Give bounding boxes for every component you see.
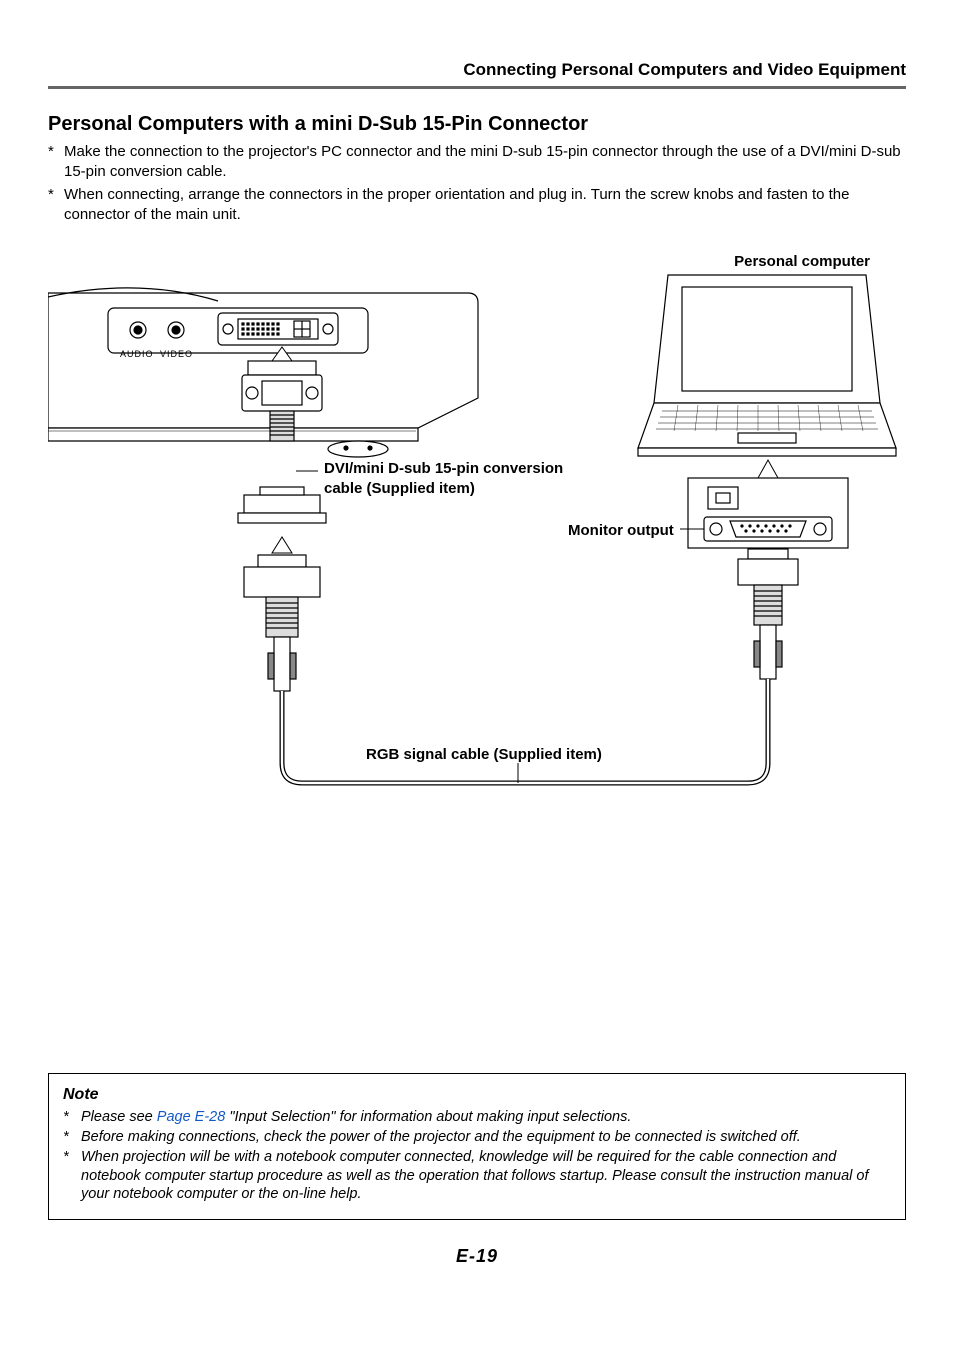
note-item: Please see Page E-28 "Input Selection" f…	[81, 1108, 891, 1127]
note-title: Note	[63, 1086, 891, 1104]
note-item: Before making connections, check the pow…	[81, 1128, 891, 1147]
note-item: When projection will be with a notebook …	[81, 1148, 891, 1205]
video-port-label: VIDEO	[160, 349, 193, 359]
note-box: Note * Please see Page E-28 "Input Selec…	[48, 1073, 906, 1220]
personal-computer-label: Personal computer	[734, 253, 870, 270]
section-title-text: Connecting Personal Computers and Video …	[463, 60, 906, 79]
dvi-cable-label-line2: cable (Supplied item)	[324, 480, 475, 497]
page-number: E-19	[48, 1246, 906, 1267]
note-star: *	[63, 1148, 81, 1205]
note-star: *	[63, 1128, 81, 1147]
bullet-text: Make the connection to the projector's P…	[64, 142, 906, 183]
audio-port-label: AUDIO	[120, 349, 154, 359]
dvi-cable-label: DVI/mini D-sub 15-pin conversion cable (…	[324, 459, 563, 498]
rgb-cable-label: RGB signal cable (Supplied item)	[366, 745, 602, 765]
note-star: *	[63, 1108, 81, 1127]
diagram-svg	[48, 253, 906, 813]
bullet-star: *	[48, 142, 64, 183]
note-list: * Please see Page E-28 "Input Selection"…	[63, 1108, 891, 1204]
note-item-rest: "Input Selection" for information about …	[225, 1109, 631, 1125]
dvi-cable-label-line1: DVI/mini D-sub 15-pin conversion	[324, 460, 563, 477]
section-header: Connecting Personal Computers and Video …	[48, 60, 906, 89]
bullet-text: When connecting, arrange the connectors …	[64, 185, 906, 226]
bullet-star: *	[48, 185, 64, 226]
intro-bullets: * Make the connection to the projector's…	[48, 142, 906, 225]
page-link[interactable]: Page E-28	[157, 1109, 226, 1125]
note-item-prefix: Please see	[81, 1109, 157, 1125]
monitor-output-label: Monitor output	[568, 521, 674, 541]
subsection-title: Personal Computers with a mini D-Sub 15-…	[48, 113, 906, 136]
connection-diagram: Personal computer AUDIO VIDEO DVI/mini D…	[48, 253, 906, 813]
